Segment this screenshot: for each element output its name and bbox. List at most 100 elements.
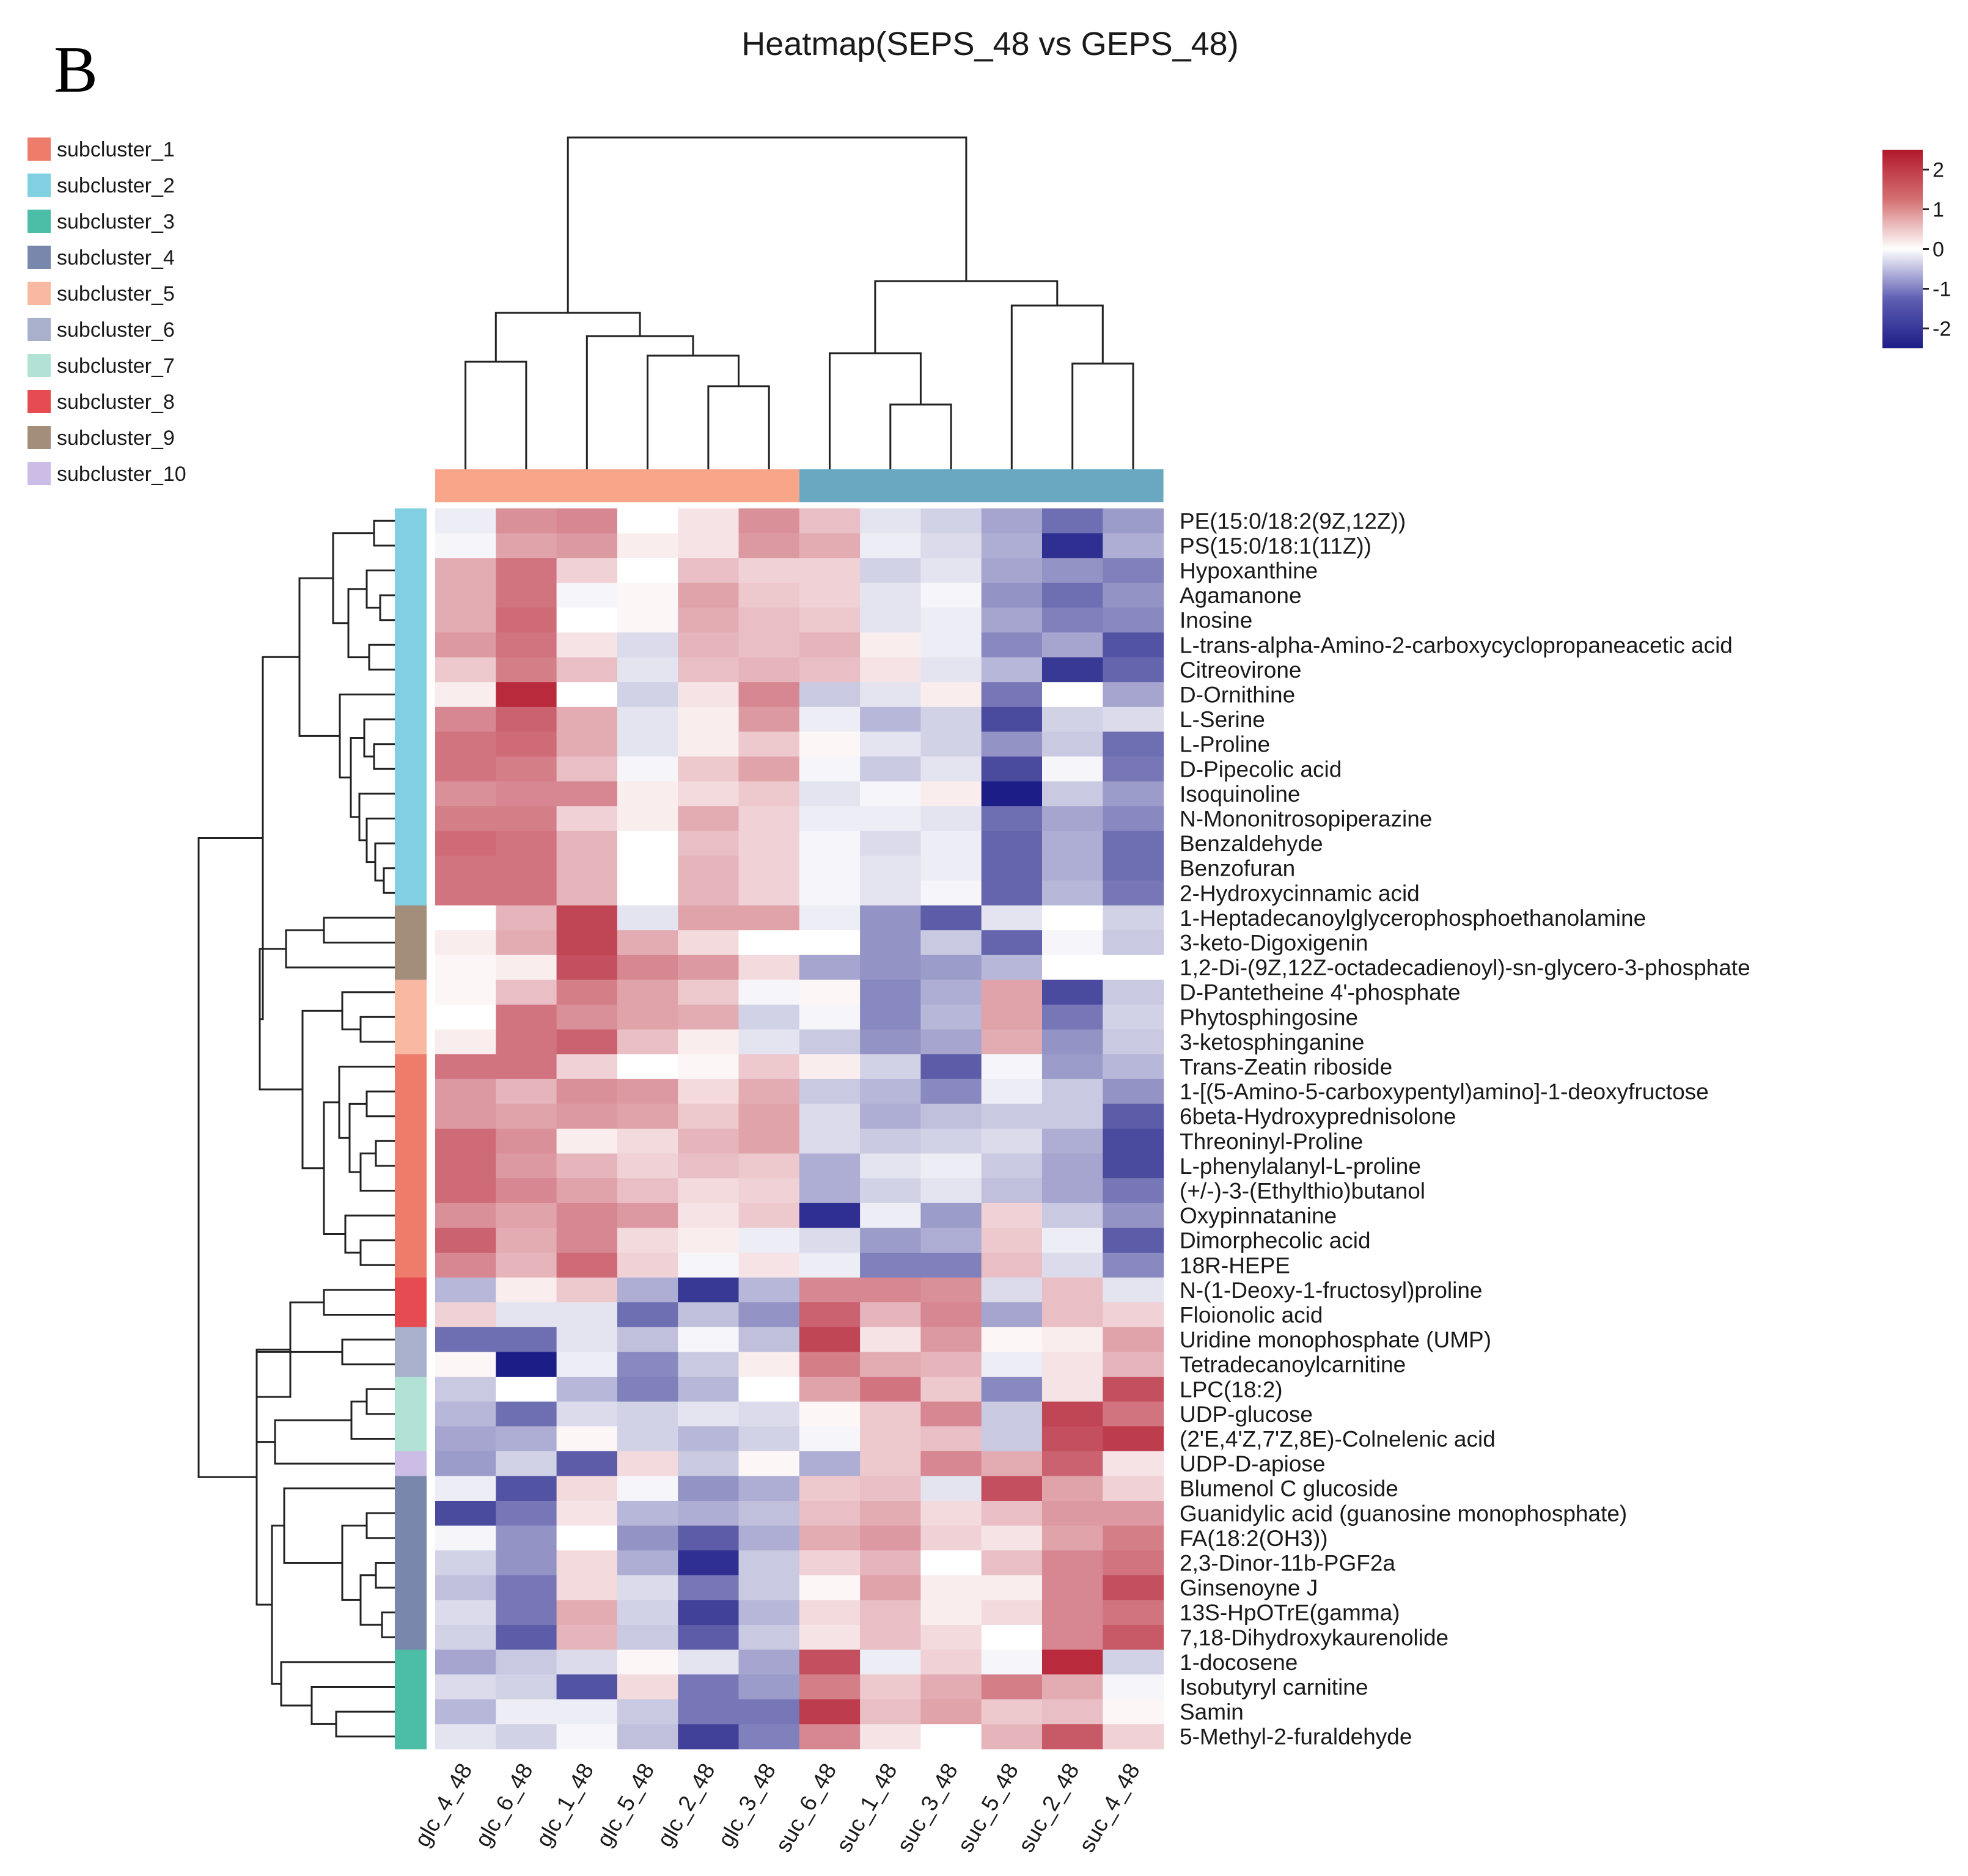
dendrogram-link bbox=[344, 1214, 395, 1254]
heatmap-cell bbox=[799, 1253, 861, 1278]
heatmap-cell bbox=[1103, 1253, 1164, 1278]
row-label: 7,18-Dihydroxykaurenolide bbox=[1180, 1625, 1448, 1650]
heatmap-cell bbox=[1103, 582, 1164, 608]
heatmap-cell bbox=[981, 1625, 1043, 1651]
heatmap-cell bbox=[981, 781, 1043, 807]
heatmap-cell bbox=[1103, 1525, 1164, 1551]
heatmap-cell bbox=[1042, 582, 1103, 608]
heatmap-cell bbox=[496, 1079, 557, 1104]
heatmap-cell bbox=[920, 1253, 982, 1278]
dendrogram-link bbox=[359, 1574, 382, 1626]
dendrogram-link bbox=[348, 1102, 367, 1173]
heatmap-cell bbox=[496, 830, 557, 856]
heatmap-cell bbox=[981, 1550, 1043, 1576]
heatmap-cell bbox=[860, 1426, 921, 1452]
heatmap-cell bbox=[1042, 1649, 1103, 1675]
heatmap-cell bbox=[1103, 856, 1164, 881]
heatmap-cell bbox=[860, 1079, 921, 1104]
heatmap-cell bbox=[1042, 930, 1103, 956]
row-label: Agamanone bbox=[1180, 583, 1302, 608]
heatmap-cell bbox=[1042, 657, 1103, 683]
column-label: glc_3_48 bbox=[713, 1759, 781, 1852]
heatmap-cell bbox=[860, 1401, 921, 1427]
heatmap-cell bbox=[1103, 607, 1164, 633]
heatmap-cell bbox=[738, 657, 800, 683]
heatmap-cell bbox=[738, 1426, 800, 1452]
heatmap-cell bbox=[1042, 1079, 1103, 1104]
row-cluster-bar bbox=[395, 508, 427, 1750]
heatmap-cell bbox=[617, 1029, 678, 1055]
heatmap-cell bbox=[799, 806, 861, 832]
heatmap-cell bbox=[799, 706, 861, 732]
dendrogram-link bbox=[359, 1016, 395, 1043]
colorbar-tick-label: -1 bbox=[1933, 278, 1951, 301]
row-label: Benzaldehyde bbox=[1180, 831, 1323, 856]
heatmap-cell bbox=[860, 1029, 921, 1055]
heatmap-cell bbox=[435, 1129, 496, 1154]
heatmap-cell bbox=[860, 1253, 921, 1278]
heatmap-cell bbox=[1103, 806, 1164, 832]
heatmap-cell bbox=[981, 1600, 1043, 1625]
heatmap-cell bbox=[617, 508, 678, 534]
heatmap-cell bbox=[678, 1129, 740, 1154]
heatmap-cell bbox=[799, 781, 861, 807]
heatmap-cell bbox=[1103, 1228, 1164, 1253]
heatmap-cell bbox=[435, 1476, 496, 1501]
legend-label: subcluster_7 bbox=[57, 354, 175, 378]
heatmap-cell bbox=[435, 731, 496, 757]
heatmap-cell bbox=[617, 1005, 678, 1030]
heatmap-cell bbox=[1103, 830, 1164, 856]
heatmap-cell bbox=[1103, 731, 1164, 757]
heatmap-cell bbox=[981, 980, 1043, 1005]
legend-swatch bbox=[28, 246, 51, 269]
heatmap-cell bbox=[860, 1104, 921, 1129]
heatmap-cell bbox=[860, 1724, 921, 1750]
heatmap-cell bbox=[496, 508, 557, 534]
dendrogram-link bbox=[365, 1388, 395, 1415]
heatmap-cell bbox=[496, 1649, 557, 1675]
heatmap-cell bbox=[1042, 905, 1103, 931]
heatmap-cell bbox=[860, 607, 921, 633]
heatmap-cell bbox=[860, 1377, 921, 1402]
heatmap-cell bbox=[496, 954, 557, 980]
heatmap-cell bbox=[435, 1178, 496, 1204]
heatmap-cell bbox=[678, 1302, 740, 1328]
heatmap-cell bbox=[1103, 1129, 1164, 1154]
heatmap-cell bbox=[920, 1327, 982, 1352]
heatmap-cell bbox=[496, 806, 557, 832]
heatmap-cell bbox=[435, 558, 496, 584]
row-cluster-segment bbox=[395, 558, 427, 584]
heatmap-cell bbox=[1042, 1129, 1103, 1154]
heatmap-cell bbox=[617, 1277, 678, 1303]
heatmap-cell bbox=[860, 806, 921, 832]
heatmap-cell bbox=[556, 1327, 618, 1352]
row-label: Tetradecanoylcarnitine bbox=[1180, 1352, 1406, 1377]
heatmap-cell bbox=[435, 1649, 496, 1675]
dendrogram-link bbox=[323, 1289, 395, 1316]
row-cluster-segment bbox=[395, 781, 427, 807]
heatmap-cell bbox=[496, 1228, 557, 1253]
heatmap-cell bbox=[1042, 706, 1103, 732]
subcluster-legend: subcluster_1 subcluster_2 subcluster_3subc… bbox=[28, 137, 186, 486]
heatmap-cell bbox=[738, 856, 800, 881]
heatmap-cell bbox=[1042, 1525, 1103, 1551]
heatmap-cell bbox=[678, 954, 740, 980]
row-label: Guanidylic acid (guanosine monophosphate… bbox=[1180, 1501, 1627, 1526]
heatmap-cell bbox=[920, 1054, 982, 1080]
heatmap-cell bbox=[556, 905, 618, 931]
heatmap-cell bbox=[496, 1426, 557, 1452]
legend-swatch bbox=[28, 282, 51, 305]
heatmap-cell bbox=[738, 533, 800, 559]
row-cluster-segment bbox=[395, 607, 427, 633]
legend-swatch bbox=[28, 318, 51, 341]
heatmap-cell bbox=[981, 806, 1043, 832]
heatmap-cell bbox=[920, 1724, 982, 1750]
heatmap-cell bbox=[617, 757, 678, 782]
heatmap-cell bbox=[860, 682, 921, 708]
column-label: glc_2_48 bbox=[652, 1759, 720, 1852]
heatmap-cell bbox=[556, 1600, 618, 1625]
heatmap-cell bbox=[496, 856, 557, 881]
heatmap-cell bbox=[435, 1600, 496, 1625]
heatmap-cell bbox=[556, 1401, 618, 1427]
dendrogram-link bbox=[373, 519, 395, 547]
